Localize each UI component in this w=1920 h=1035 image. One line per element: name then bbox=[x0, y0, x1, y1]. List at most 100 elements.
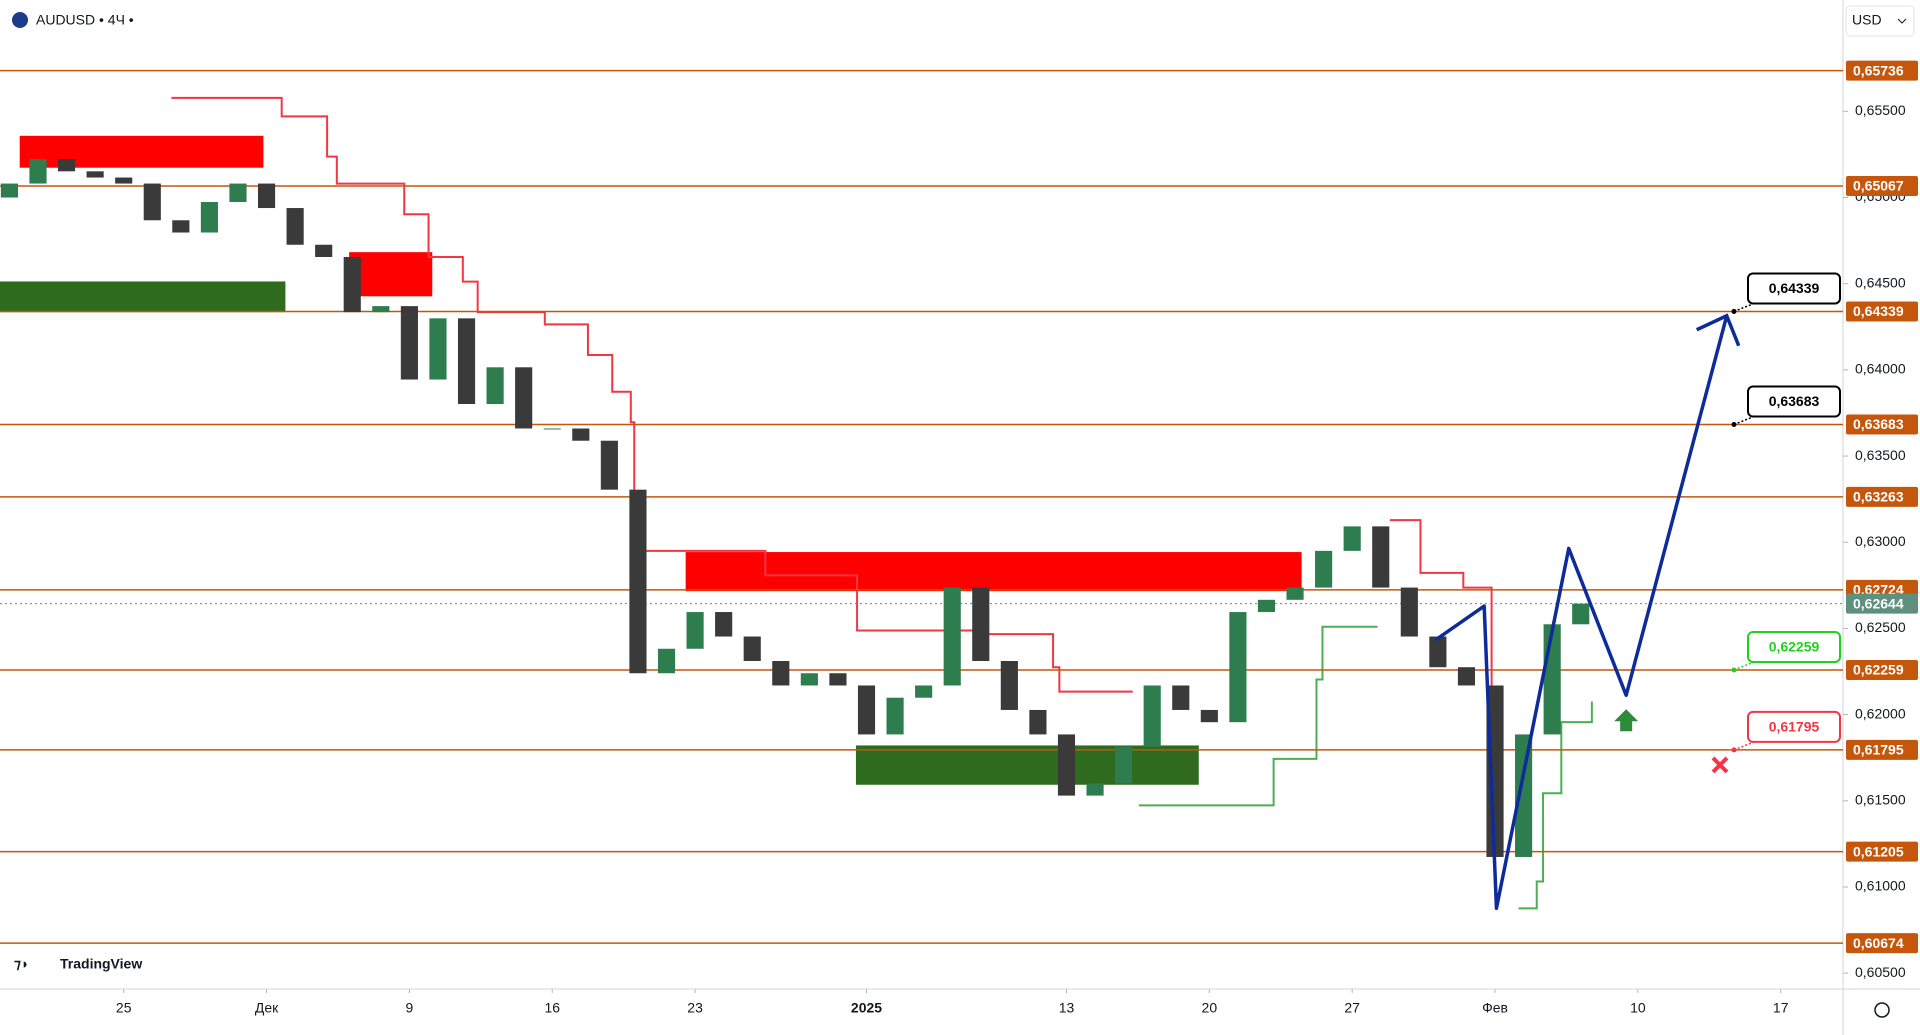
callout-anchor bbox=[1731, 747, 1737, 753]
candle-body bbox=[943, 587, 961, 686]
candle-body bbox=[743, 636, 761, 661]
cross-mark bbox=[1711, 756, 1729, 774]
y-tick-label: 0,64500 bbox=[1855, 274, 1906, 290]
flag-icon bbox=[12, 12, 28, 28]
level-label: 0,60674 bbox=[1853, 935, 1904, 951]
x-tick-label: Фев bbox=[1482, 1000, 1508, 1016]
candle-body bbox=[0, 183, 18, 198]
candle-body bbox=[1400, 587, 1418, 637]
buy-arrow bbox=[1614, 709, 1639, 732]
candle-body bbox=[343, 256, 361, 313]
candle-body bbox=[400, 306, 418, 380]
level-label: 0,64339 bbox=[1853, 303, 1904, 319]
candle-body bbox=[57, 159, 76, 172]
level-label: 0,63263 bbox=[1853, 489, 1904, 505]
zone bbox=[349, 252, 433, 297]
candle-body bbox=[143, 183, 161, 221]
level-label-box bbox=[1846, 933, 1918, 954]
candle-body bbox=[1086, 783, 1104, 796]
callout-leader bbox=[1733, 415, 1755, 426]
level-label-box bbox=[1846, 659, 1918, 680]
candle-body bbox=[1029, 709, 1047, 735]
y-tick-label: 0,65500 bbox=[1855, 102, 1906, 118]
level-label-box bbox=[1846, 739, 1918, 760]
candle-body bbox=[600, 440, 618, 490]
x-tick-label: Дек bbox=[255, 1000, 279, 1016]
callout-anchor bbox=[1731, 308, 1737, 314]
candle-body bbox=[1515, 734, 1533, 857]
candle-body bbox=[315, 244, 333, 257]
candle-body bbox=[1315, 550, 1333, 588]
candle-body bbox=[257, 183, 276, 209]
level-label: 0,62259 bbox=[1853, 662, 1904, 678]
zone bbox=[0, 281, 286, 313]
candle-body bbox=[286, 208, 304, 245]
y-tick-label: 0,61500 bbox=[1855, 791, 1906, 807]
callout-label: 0,61795 bbox=[1769, 719, 1820, 735]
level-label-box bbox=[1846, 301, 1918, 322]
candle-body bbox=[886, 697, 904, 735]
level-label-box bbox=[1846, 486, 1918, 507]
zone bbox=[685, 552, 1302, 592]
candle-body bbox=[800, 673, 818, 686]
level-label: 0,62724 bbox=[1853, 582, 1904, 598]
candle-body bbox=[1115, 746, 1133, 784]
zone bbox=[19, 135, 264, 168]
candle-body bbox=[915, 685, 933, 698]
candle-body bbox=[1543, 624, 1561, 735]
x-tick-label: 25 bbox=[116, 1000, 132, 1016]
currency-button[interactable] bbox=[1845, 5, 1915, 37]
callout-label: 0,64339 bbox=[1769, 280, 1820, 296]
callout-leader bbox=[1733, 302, 1755, 313]
candle-body bbox=[457, 318, 476, 405]
callout-leader bbox=[1733, 661, 1755, 671]
level-label-box bbox=[1846, 841, 1918, 862]
y-tick-label: 0,62000 bbox=[1855, 705, 1906, 721]
candle-body bbox=[1200, 709, 1218, 723]
trail-line bbox=[1389, 519, 1493, 686]
candle-body bbox=[772, 660, 790, 686]
candle-body bbox=[1229, 612, 1247, 723]
level-label: 0,61205 bbox=[1853, 843, 1904, 859]
logo-mark: ⁊◗ bbox=[14, 956, 29, 972]
candle-body bbox=[1257, 599, 1276, 613]
level-label-box bbox=[1846, 414, 1918, 435]
candle-body bbox=[686, 612, 704, 649]
trail-line bbox=[1138, 625, 1378, 807]
level-label: 0,63683 bbox=[1853, 416, 1904, 432]
settings-icon[interactable] bbox=[1874, 1002, 1890, 1018]
x-tick-label: 23 bbox=[687, 1000, 703, 1016]
symbol: AUDUSD • 4Ч • bbox=[36, 12, 134, 28]
last-price-box bbox=[1846, 593, 1918, 614]
candle-body bbox=[1172, 685, 1190, 710]
level-label: 0,61795 bbox=[1853, 742, 1904, 758]
y-tick-label: 0,64000 bbox=[1855, 361, 1906, 377]
currency[interactable]: USD bbox=[1852, 12, 1882, 28]
candle-body bbox=[29, 159, 47, 184]
candle-body bbox=[229, 183, 247, 203]
x-tick-label: 27 bbox=[1344, 1000, 1360, 1016]
candle-body bbox=[86, 171, 104, 178]
candle-body bbox=[429, 318, 447, 380]
callout-box bbox=[1747, 630, 1841, 663]
candle-body bbox=[572, 428, 590, 441]
x-tick-label: 16 bbox=[544, 1000, 560, 1016]
candle-body bbox=[172, 220, 190, 233]
candle-body bbox=[829, 673, 847, 686]
candle-body bbox=[1343, 526, 1361, 551]
candle-body bbox=[372, 306, 390, 313]
y-tick-label: 0,62500 bbox=[1855, 619, 1906, 635]
candle-body bbox=[972, 587, 990, 661]
candle-body bbox=[657, 648, 676, 674]
zigzag bbox=[1434, 315, 1729, 911]
y-tick-label: 0,63000 bbox=[1855, 533, 1906, 549]
candle-body bbox=[115, 177, 133, 184]
y-tick-label: 0,60500 bbox=[1855, 964, 1906, 980]
callout-box bbox=[1747, 272, 1841, 305]
last-price-label: 0,62644 bbox=[1853, 595, 1904, 611]
candle-body bbox=[515, 367, 533, 429]
x-tick-label: 20 bbox=[1202, 1000, 1218, 1016]
level-label-box bbox=[1846, 175, 1918, 196]
trail-line bbox=[1518, 701, 1593, 910]
